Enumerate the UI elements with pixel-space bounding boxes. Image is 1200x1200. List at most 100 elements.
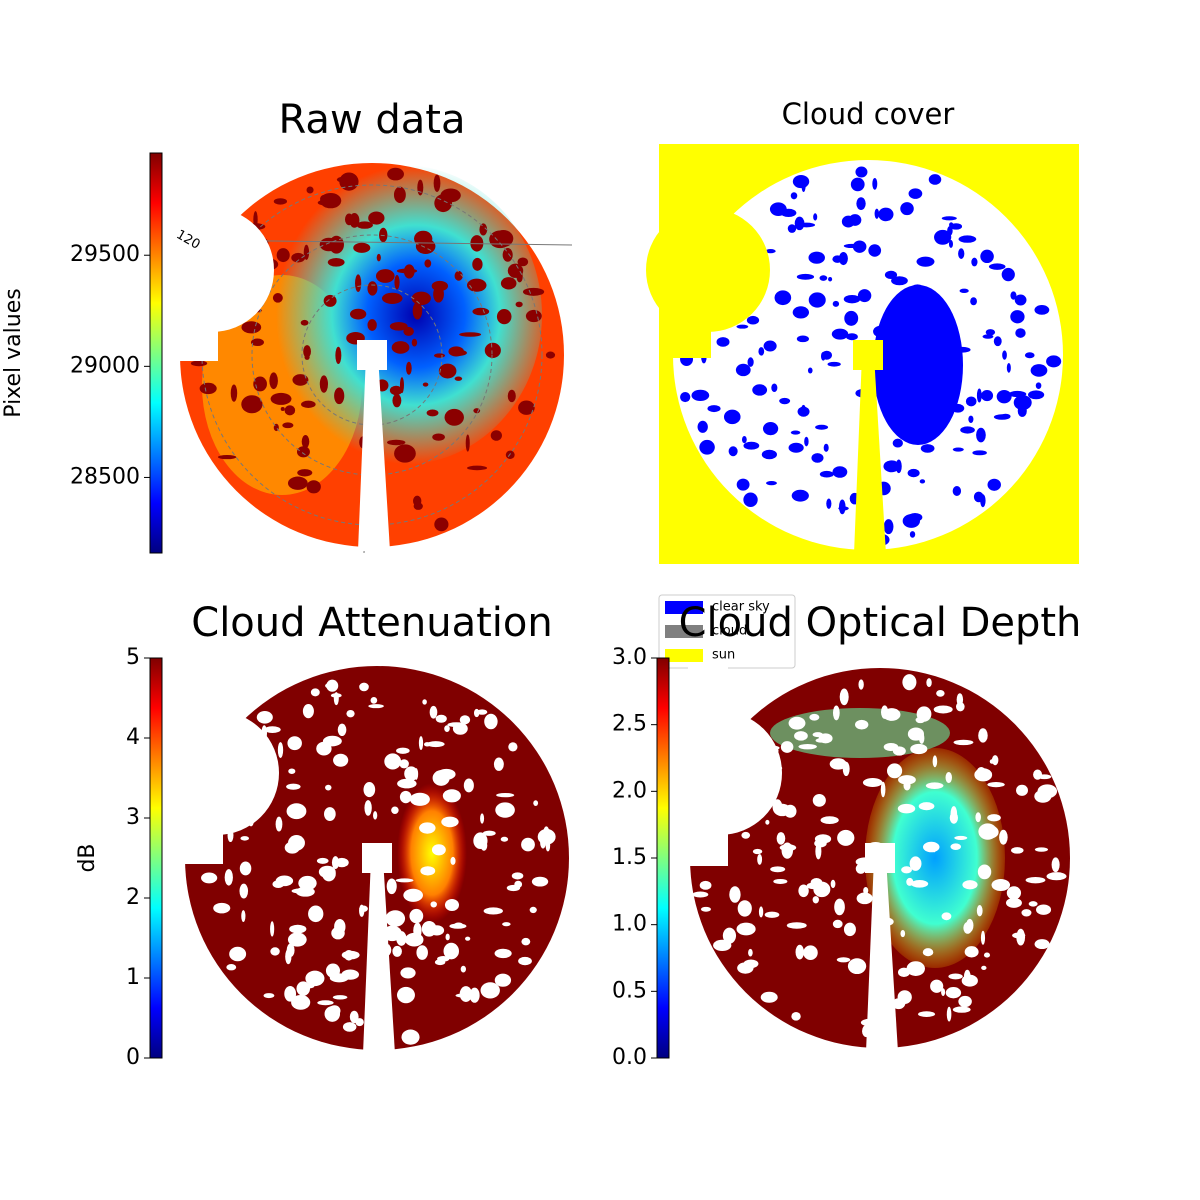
cloud-gap <box>836 957 851 963</box>
cloud-gap <box>820 816 839 825</box>
cloud-gap <box>907 727 925 741</box>
cloud-gap <box>773 803 791 817</box>
cloud-gap <box>872 177 878 190</box>
mount-shadow <box>866 858 898 1052</box>
cloud-gap <box>916 256 935 267</box>
cloud-gap <box>832 466 848 478</box>
cloud-gap <box>852 240 867 253</box>
cloud-gap <box>832 300 840 307</box>
cloud-gap <box>392 393 402 408</box>
cloud-gap <box>757 853 763 865</box>
cloud-gap <box>887 763 903 779</box>
cloud-gap <box>737 900 752 917</box>
cloud-gap <box>316 741 332 756</box>
cloud-gap <box>276 248 290 263</box>
cloud-gap <box>434 194 453 213</box>
cloud-gap <box>838 251 848 266</box>
cloud-gap <box>975 812 981 823</box>
cloud-gap <box>391 341 410 354</box>
cloud-gap <box>963 922 973 934</box>
cloud-gap <box>770 866 786 873</box>
cloud-gap <box>426 409 439 417</box>
cloud-gap <box>907 468 920 478</box>
cloud-gap <box>780 741 794 753</box>
cloud-gap <box>804 436 809 447</box>
cloud-gap <box>814 839 827 848</box>
cloud-gap <box>815 738 827 743</box>
cloud-gap <box>900 929 906 938</box>
legend-swatch <box>665 625 703 638</box>
cloud-gap <box>828 276 833 282</box>
cloud-gap <box>790 192 798 200</box>
cloud-gap <box>273 198 288 205</box>
cloud-gap <box>941 216 957 221</box>
cloud-gap <box>958 248 965 259</box>
cloud-gap <box>449 923 467 929</box>
cloud-gap <box>928 174 942 185</box>
cloud-gap <box>1001 267 1015 282</box>
cloud-gap <box>769 202 787 216</box>
cloud-gap <box>952 447 964 452</box>
cloud-gap <box>786 922 807 929</box>
cloud-gap <box>399 759 409 769</box>
cloud-gap <box>529 906 537 914</box>
cloud-gap <box>951 403 965 413</box>
cloud-gap <box>707 405 721 413</box>
cloud-gap <box>397 778 417 789</box>
cloud-gap <box>1014 294 1027 306</box>
colorbar-tick-label: 2.0 <box>612 778 647 803</box>
cloud-gap <box>250 338 264 347</box>
cloud-gap <box>699 880 712 890</box>
cloud-gap <box>723 409 741 425</box>
cloud-gap <box>508 742 518 752</box>
cloud-gap <box>797 406 810 417</box>
cloud-gap <box>342 1022 357 1032</box>
cloud-gap <box>1033 769 1043 780</box>
cloud-gap <box>792 306 810 319</box>
cloud-gap <box>839 688 849 706</box>
cloud-gap <box>389 385 403 396</box>
cloud-gap <box>285 948 292 965</box>
cloud-gap <box>511 872 524 880</box>
cloud-gap <box>392 945 402 957</box>
cloud-gap <box>521 937 531 946</box>
cloud-gap <box>332 995 348 1000</box>
cloud-gap <box>960 426 975 434</box>
colorbar-tick-label: 28500 <box>70 464 140 489</box>
cloud-gap <box>333 753 349 767</box>
cloud-gap <box>269 372 278 390</box>
cloud-gap <box>880 781 886 798</box>
cloud-gap <box>847 958 867 975</box>
cloud-gap <box>841 215 855 228</box>
cloud-gap <box>907 513 923 522</box>
cloud-gap <box>1036 904 1052 915</box>
cloud-gap <box>433 174 441 192</box>
cloud-gap <box>993 336 1002 347</box>
panel-title: Cloud Optical Depth <box>679 600 1082 646</box>
cloud-gap <box>370 697 378 704</box>
cloud-gap <box>1021 909 1032 917</box>
cloud-gap <box>971 257 978 267</box>
cloud-gap <box>391 806 399 814</box>
cloud-gap <box>381 292 403 304</box>
cloud-gap <box>858 679 864 690</box>
cloud-gap <box>373 811 378 820</box>
cloud-gap <box>241 321 262 334</box>
cloud-gap <box>502 922 511 927</box>
cloud-gap <box>808 251 825 264</box>
cloud-gap <box>812 793 826 807</box>
cloud-gap <box>426 741 445 748</box>
cloud-gap <box>898 775 916 785</box>
cloud-gap <box>291 994 311 1010</box>
colorbar-tick-label: 5 <box>126 645 140 670</box>
cloud-gap <box>337 723 347 737</box>
legend: clear sky cloud sun <box>658 594 796 669</box>
cloud-gap <box>1011 847 1024 854</box>
cloud-gap <box>296 446 310 458</box>
cloud-gap <box>790 430 801 435</box>
cloud-gap <box>416 945 428 960</box>
cloud-gap <box>850 177 865 192</box>
cloud-gap <box>763 340 777 352</box>
cloud-gap <box>448 346 465 357</box>
cloud-gap <box>395 878 414 883</box>
